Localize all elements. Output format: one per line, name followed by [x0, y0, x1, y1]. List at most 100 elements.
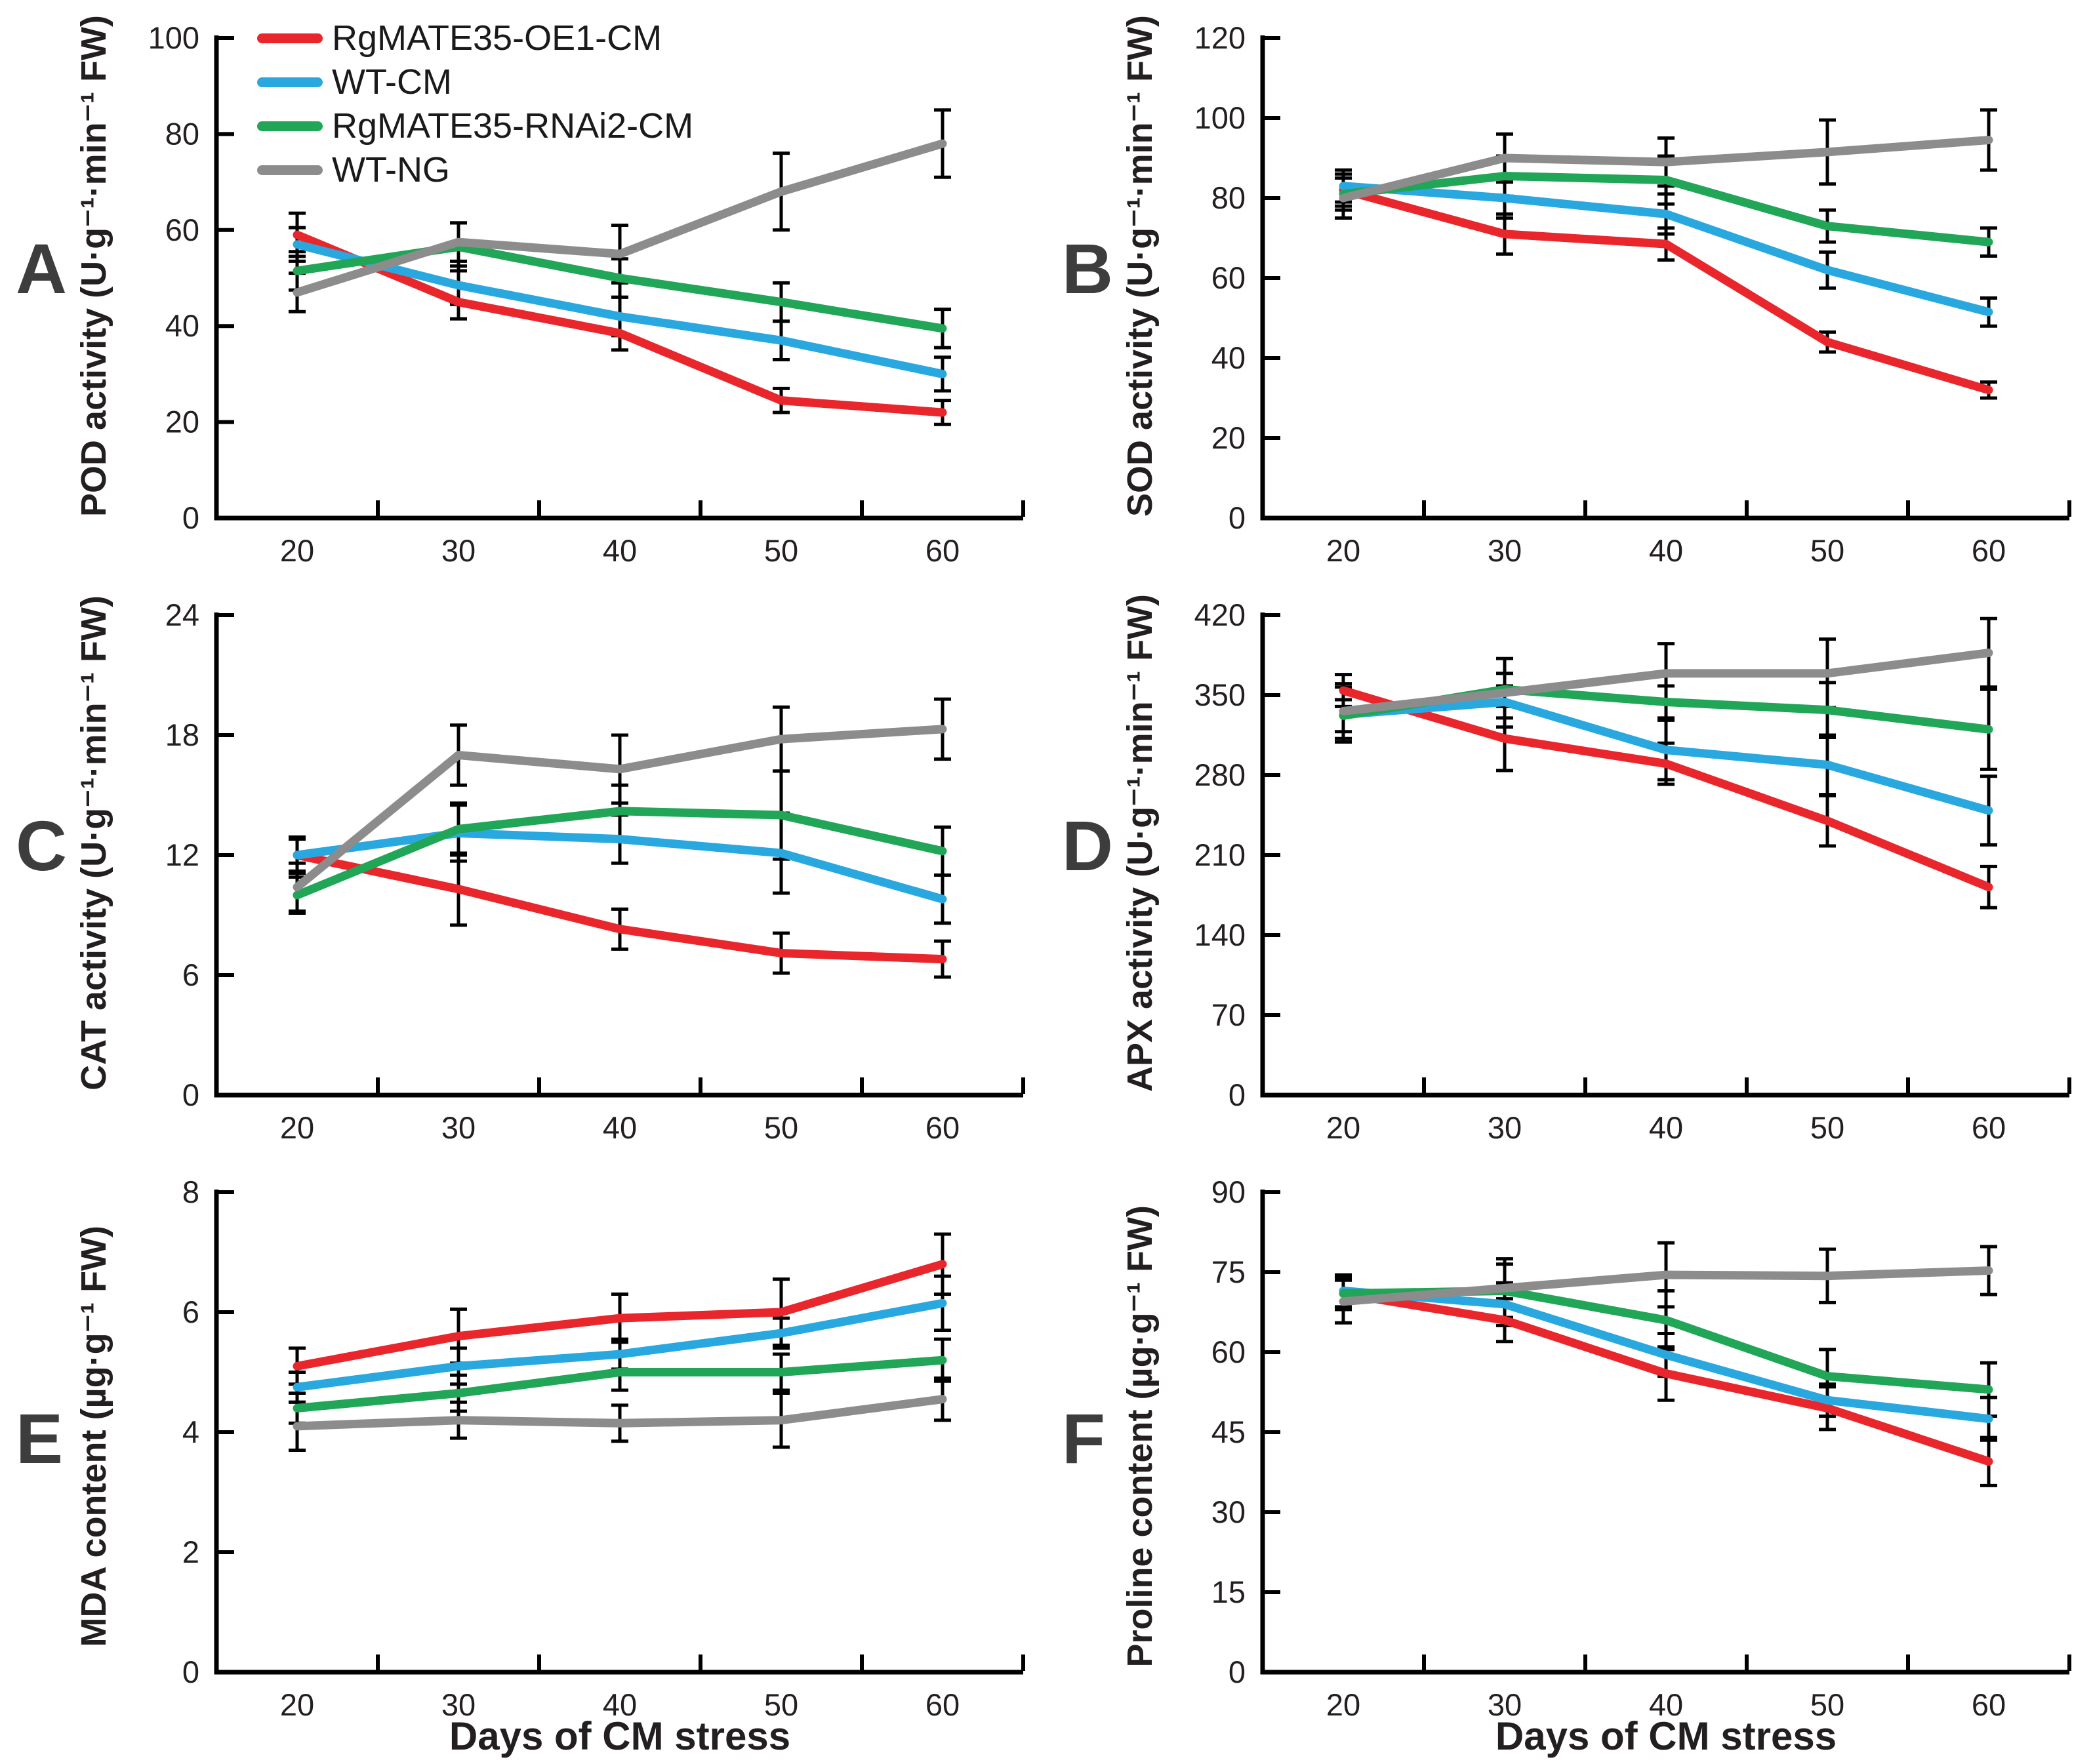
error-bars [1335, 108, 1997, 400]
y-tick-labels: 0 6 12 18 24 [165, 597, 199, 1112]
series-line-WT-NG [293, 139, 947, 297]
svg-text:60: 60 [1211, 260, 1246, 295]
legend-item: WT-CM [257, 62, 693, 102]
y-tick-labels: 0 20 40 60 80 100 120 [1194, 20, 1246, 535]
svg-text:60: 60 [925, 533, 960, 568]
axes [1260, 35, 2069, 521]
svg-text:0: 0 [1229, 1654, 1246, 1689]
svg-text:20: 20 [280, 533, 314, 568]
svg-text:20: 20 [1326, 1110, 1360, 1145]
svg-text:100: 100 [148, 20, 199, 55]
series-line-RgMATE35-OE1-CM [293, 230, 947, 417]
svg-text:2: 2 [182, 1534, 199, 1569]
svg-text:20: 20 [1211, 420, 1246, 455]
series-line-WT-CM [1339, 697, 1993, 815]
svg-text:18: 18 [165, 717, 199, 752]
axis-ticks [1264, 613, 2071, 1097]
series-line-WT-NG [293, 725, 947, 892]
svg-text:50: 50 [764, 1110, 798, 1145]
series-line-RgMATE35-OE1-CM [1339, 186, 1993, 395]
series-line-RgMATE35-RNAi2-CM [293, 1355, 947, 1413]
svg-text:40: 40 [1649, 1110, 1683, 1145]
panel-letter-d: D [1062, 806, 1113, 886]
legend-item: RgMATE35-OE1-CM [257, 18, 693, 58]
svg-text:60: 60 [1972, 1687, 2006, 1722]
series-line-WT-CM [293, 1298, 947, 1392]
axes [214, 612, 1023, 1098]
axes [1260, 1190, 2069, 1675]
svg-text:60: 60 [165, 212, 199, 247]
svg-text:80: 80 [1211, 180, 1246, 215]
y-tick-labels: 0 70 140 210 280 350 420 [1194, 597, 1246, 1112]
x-tick-labels: 20 30 40 50 60 [1326, 1687, 2006, 1722]
svg-text:50: 50 [1810, 1110, 1844, 1145]
svg-text:210: 210 [1194, 837, 1246, 872]
svg-text:30: 30 [1488, 1687, 1522, 1722]
panel-letter-c: C [16, 806, 67, 886]
axis-ticks [218, 36, 1025, 520]
x-tick-labels: 20 30 40 50 60 [280, 1687, 960, 1722]
panel-letter-a: A [16, 229, 67, 309]
svg-text:15: 15 [1211, 1574, 1246, 1609]
svg-text:30: 30 [1488, 1110, 1522, 1145]
axis-ticks [218, 613, 1025, 1097]
svg-text:75: 75 [1211, 1254, 1246, 1289]
chart-pod: 0 20 40 60 80 100 20 30 40 50 60 [148, 20, 1025, 568]
svg-text:0: 0 [182, 1654, 199, 1689]
svg-text:40: 40 [603, 1110, 637, 1145]
legend-swatch-wtng-line [257, 165, 323, 175]
axes [214, 35, 1023, 521]
series-line-WT-NG [293, 1395, 947, 1431]
series-line-WT-NG [1339, 649, 1993, 715]
chart-proline: 0 15 30 45 60 75 90 20 30 40 50 60 [1211, 1174, 2071, 1722]
svg-text:30: 30 [1488, 533, 1522, 568]
svg-text:100: 100 [1194, 100, 1246, 135]
svg-text:40: 40 [1649, 1687, 1683, 1722]
svg-text:40: 40 [603, 1687, 637, 1722]
svg-text:420: 420 [1194, 597, 1246, 632]
legend-swatch-rnai2-line [257, 121, 323, 131]
svg-text:6: 6 [182, 957, 199, 992]
axis-ticks [218, 1190, 1025, 1674]
chart-apx: 0 70 140 210 280 350 420 20 30 40 50 60 [1194, 597, 2071, 1145]
series-line-WT-CM [1339, 1286, 1993, 1424]
error-bars [289, 1232, 951, 1452]
svg-text:70: 70 [1211, 997, 1246, 1032]
svg-text:30: 30 [441, 533, 476, 568]
svg-text:50: 50 [764, 533, 798, 568]
svg-text:60: 60 [1972, 1110, 2006, 1145]
panel-letter-f: F [1062, 1399, 1105, 1479]
legend-swatch-oe1-line [257, 33, 323, 43]
svg-text:50: 50 [764, 1687, 798, 1722]
axes [214, 1190, 1023, 1675]
svg-text:20: 20 [1326, 533, 1360, 568]
x-axis-title: Days of CM stress [1495, 1714, 1837, 1758]
svg-text:45: 45 [1211, 1414, 1246, 1449]
svg-text:80: 80 [165, 116, 199, 151]
svg-text:20: 20 [1326, 1687, 1360, 1722]
svg-text:20: 20 [165, 405, 199, 439]
panel-d: D APX activity (U·g⁻¹·min⁻¹ FW) 0 70 140 21… [1046, 577, 2093, 1154]
svg-text:40: 40 [1211, 340, 1246, 375]
y-tick-labels: 0 20 40 60 80 100 [148, 20, 199, 535]
series-line-RgMATE35-OE1-CM [1339, 686, 1993, 892]
svg-text:0: 0 [1229, 500, 1246, 535]
series-line-WT-NG [1339, 1266, 1993, 1306]
svg-text:30: 30 [441, 1687, 476, 1722]
series-line-RgMATE35-RNAi2-CM [1339, 171, 1993, 247]
svg-text:30: 30 [1211, 1494, 1246, 1529]
panel-a: A POD activity (U·g⁻¹·min⁻¹ FW) 0 20 40 60 8… [0, 0, 1046, 577]
panel-e: E MDA content (µg·g⁻¹ FW) 0 2 4 6 8 20 30 40 50 6… [0, 1154, 1046, 1764]
legend: RgMATE35-OE1-CM WT-CM RgMATE35-RNAi2-CM … [257, 18, 693, 190]
svg-text:4: 4 [182, 1414, 199, 1449]
svg-text:50: 50 [1810, 1687, 1844, 1722]
svg-text:90: 90 [1211, 1174, 1246, 1209]
svg-text:60: 60 [1972, 533, 2006, 568]
svg-text:20: 20 [280, 1110, 314, 1145]
series-line-RgMATE35-OE1-CM [1339, 1289, 1993, 1466]
x-axis-title: Days of CM stress [449, 1714, 791, 1758]
legend-label: WT-NG [332, 150, 450, 190]
x-tick-labels: 20 30 40 50 60 [280, 533, 960, 568]
panel-b: B SOD activity (U·g⁻¹·min⁻¹ FW) 0 20 40 60 8… [1046, 0, 2093, 577]
